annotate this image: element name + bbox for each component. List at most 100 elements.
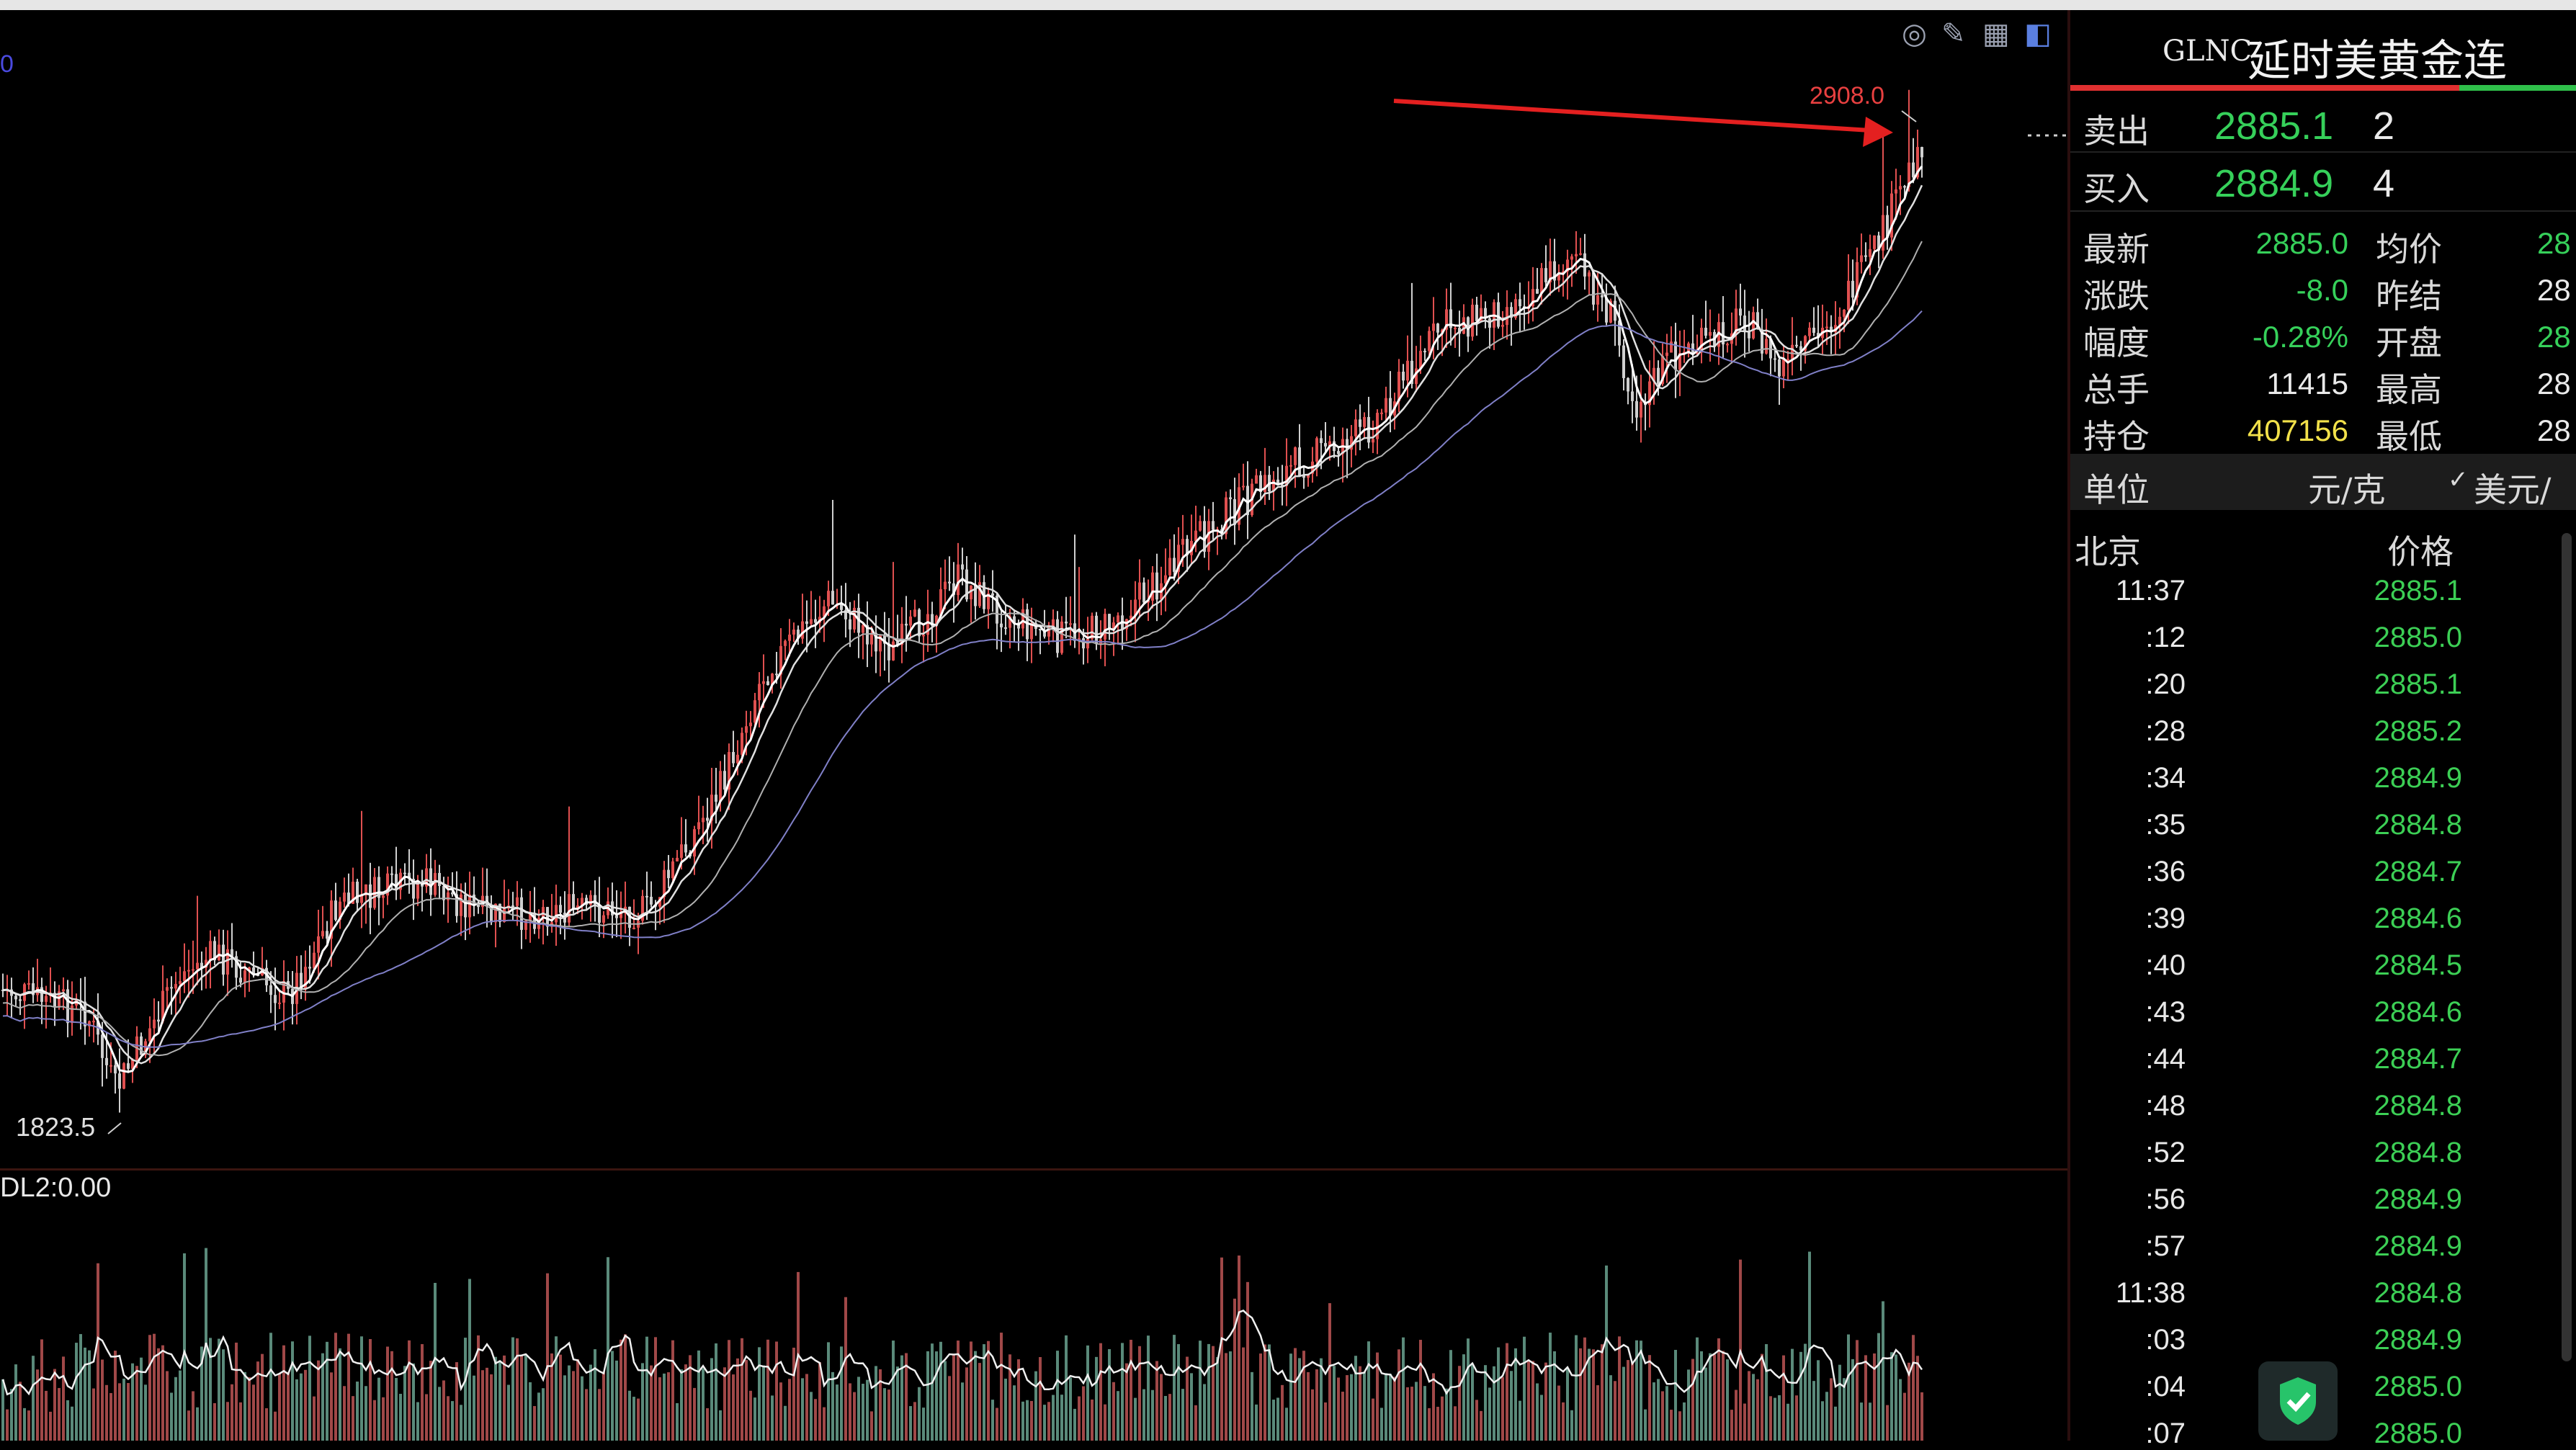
candle-body <box>231 949 233 957</box>
sell-row[interactable]: 卖出 2885.1 2 <box>2070 95 2576 153</box>
candle-body <box>741 733 743 755</box>
unit-value[interactable]: 元/克 <box>2308 470 2386 509</box>
annotation-arrow-head <box>1863 117 1893 147</box>
volume-bar <box>1026 1400 1029 1441</box>
unit-row[interactable]: 单位 元/克 ✓ 美元/ <box>2070 454 2576 510</box>
candle-body <box>170 987 173 989</box>
shield-check-icon[interactable] <box>2258 1361 2338 1441</box>
candle-body <box>1605 297 1608 323</box>
unit-alt[interactable]: 美元/ <box>2474 470 2552 509</box>
volume-bar <box>265 1408 268 1441</box>
candle-body <box>1225 497 1227 534</box>
pencil-icon[interactable]: ✎ <box>1941 18 1966 50</box>
volume-bar <box>282 1345 285 1441</box>
volume-bar <box>1423 1386 1426 1441</box>
candle-body <box>1549 261 1552 282</box>
volume-bar <box>645 1336 648 1441</box>
candle-body <box>555 905 558 923</box>
candle-body <box>736 754 739 764</box>
sell-price: 2885.1 <box>2214 104 2334 148</box>
stat-label-2: 开盘 <box>2376 323 2442 362</box>
volume-bar <box>948 1376 951 1441</box>
candle-body <box>308 967 311 969</box>
volume-bar <box>105 1384 108 1441</box>
tick-time: :04 <box>2145 1371 2186 1402</box>
tick-price: 2885.2 <box>2374 715 2462 747</box>
volume-bar <box>1186 1356 1189 1441</box>
volume-bar <box>615 1360 618 1441</box>
volume-bar <box>1194 1405 1197 1441</box>
candle-body <box>1151 572 1154 601</box>
candle-body <box>1501 325 1504 327</box>
volume-bar <box>896 1366 899 1441</box>
stat-label: 涨跌 <box>2083 277 2150 315</box>
volume-bar <box>970 1341 972 1441</box>
candle-body <box>680 844 683 858</box>
volume-bar <box>308 1335 311 1441</box>
volume-bar <box>1536 1383 1539 1441</box>
candle-body <box>900 623 903 645</box>
volume-bar <box>1531 1361 1534 1441</box>
tick-time: :43 <box>2145 996 2186 1028</box>
volume-bar <box>1225 1353 1227 1441</box>
candle-body <box>827 591 830 607</box>
volume-bar <box>1631 1362 1634 1441</box>
volume-bar <box>140 1357 143 1441</box>
eye-icon[interactable]: ◎ <box>1902 18 1927 50</box>
candle-body <box>598 904 601 923</box>
volume-bar <box>23 1408 26 1441</box>
candle-body <box>1108 614 1111 630</box>
volume-bar <box>1774 1397 1776 1441</box>
volume-bar <box>183 1253 186 1441</box>
volume-bar <box>1756 1379 1759 1441</box>
candle-body <box>434 872 437 895</box>
volume-bar <box>408 1340 411 1441</box>
volume-bar <box>1359 1366 1361 1441</box>
volume-bar <box>1644 1409 1647 1441</box>
candle-body <box>1441 329 1444 333</box>
kline-chart-area[interactable]: 2908.0 1823.5 0 ◎ ✎ ▦ ◧ <box>0 10 2067 1441</box>
volume-bar <box>1108 1348 1111 1441</box>
volume-bar <box>1233 1298 1236 1441</box>
volume-bar <box>1034 1371 1037 1441</box>
volume-bar <box>637 1398 640 1441</box>
candle-body <box>1782 359 1785 377</box>
volume-bar <box>844 1297 847 1441</box>
candle-body <box>957 564 960 596</box>
candle-body <box>1194 530 1197 541</box>
kline-chart[interactable] <box>0 10 2067 1441</box>
candle-body <box>671 861 674 879</box>
buy-price: 2884.9 <box>2214 162 2334 205</box>
volume-bar <box>1410 1387 1413 1441</box>
candle-body <box>611 901 614 916</box>
buy-row[interactable]: 买入 2884.9 4 <box>2070 153 2576 212</box>
volume-bar <box>1056 1351 1059 1441</box>
candle-body <box>875 632 877 652</box>
tick-time: :35 <box>2145 809 2186 841</box>
panel-toggle-icon[interactable]: ◧ <box>2024 18 2052 50</box>
volume-bar <box>1207 1343 1210 1441</box>
candle-body <box>948 581 951 583</box>
volume-bar <box>1670 1410 1673 1441</box>
candle-body <box>1095 615 1098 645</box>
volume-bar <box>1704 1367 1707 1441</box>
volume-bar <box>14 1364 17 1441</box>
volume-bar <box>256 1361 259 1441</box>
volume-bar <box>144 1384 147 1441</box>
grid-icon[interactable]: ▦ <box>1982 18 2010 50</box>
candle-body <box>1895 189 1897 194</box>
volume-bar <box>1289 1353 1292 1441</box>
volume-bar <box>542 1388 545 1441</box>
candle-body <box>1199 521 1202 531</box>
candle-body <box>1307 473 1310 478</box>
volume-bar <box>1869 1402 1871 1441</box>
volume-bar <box>1415 1382 1418 1441</box>
candle-body <box>792 630 795 635</box>
volume-bar <box>1791 1348 1794 1441</box>
tick-time: :03 <box>2145 1324 2186 1356</box>
volume-bar <box>235 1342 238 1441</box>
high-price-label: 2908.0 <box>1810 82 1884 109</box>
scrollbar[interactable] <box>2562 533 2572 1361</box>
candle-body <box>939 589 942 616</box>
volume-bar <box>1246 1281 1249 1441</box>
